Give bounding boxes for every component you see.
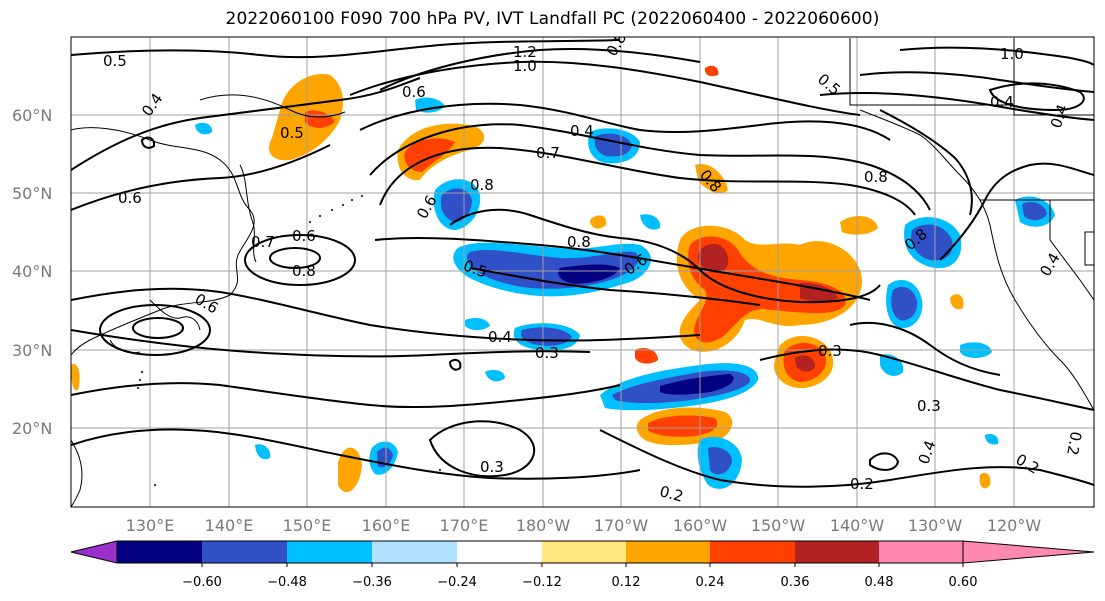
negative-anomaly-blob [1015, 196, 1055, 227]
positive-anomaly-blob [979, 472, 991, 489]
colorbar-segment [626, 541, 710, 563]
lat-tick-label: 20°N [12, 419, 52, 438]
lon-tick-label: 180°W [516, 516, 571, 535]
colorbar-segment [879, 541, 963, 563]
coastlines [71, 38, 1094, 507]
negative-anomaly-blob [513, 323, 580, 351]
colorbar-tick-label: 0.48 [865, 575, 894, 590]
contour-label: 0.3 [818, 342, 842, 360]
lon-tick-label: 170°E [440, 516, 489, 535]
colorbar-ticks [201, 563, 964, 567]
contour-label: 0.6 [402, 83, 426, 101]
island-chain [137, 195, 441, 486]
lat-tick-label: 50°N [12, 184, 52, 203]
contour-label: 1.0 [1000, 45, 1024, 63]
positive-anomaly-blob [635, 348, 658, 364]
contour-label: 0.3 [535, 344, 559, 362]
latitude-labels: 60°N 50°N 40°N 30°N 20°N [12, 106, 52, 438]
colorbar-segment [457, 541, 542, 563]
contour-label: 0.2 [658, 482, 686, 506]
colorbar-tick-label: −0.60 [182, 575, 222, 590]
colorbar-tick-label: −0.24 [437, 575, 477, 590]
contour-label: 0.3 [917, 397, 941, 415]
contour-label: 0.2 [850, 475, 874, 493]
colorbar-extend-high [962, 540, 1095, 564]
negative-anomaly-blob [453, 242, 651, 297]
positive-anomaly-blob [695, 164, 728, 194]
contour-label: 0.7 [251, 233, 275, 251]
negative-anomaly-blob [904, 217, 962, 269]
colorbar-tick-label: −0.36 [352, 575, 392, 590]
contour-label: 0.5 [280, 124, 304, 142]
positive-anomaly-blob [676, 225, 862, 352]
contour-label: 0.5 [103, 52, 127, 70]
colorbar-segment [795, 541, 879, 563]
colorbar-segment [287, 541, 372, 563]
colorbar-segment [202, 541, 287, 563]
lon-tick-label: 160°W [673, 516, 728, 535]
positive-anomaly-blob [840, 216, 878, 235]
negative-anomaly-blob [697, 436, 742, 489]
lon-tick-label: 130°W [908, 516, 963, 535]
colorbar-tick-label: 0.24 [696, 575, 725, 590]
colorbar-segment [542, 541, 626, 563]
negative-anomaly-blob [465, 318, 490, 331]
lon-tick-label: 150°W [751, 516, 806, 535]
lat-tick-label: 40°N [12, 262, 52, 281]
contour-label: 0.6 [118, 189, 142, 207]
colorbar-tick-label: −0.12 [522, 575, 562, 590]
gridlines [71, 37, 1094, 507]
lon-tick-label: 170°W [594, 516, 649, 535]
negative-anomaly-blob [600, 363, 759, 411]
contour-label: 0.6 [292, 227, 316, 245]
negative-anomaly-blob [886, 280, 923, 329]
contour-label: 0.8 [292, 262, 316, 280]
lat-tick-label: 60°N [12, 106, 52, 125]
contour-label: 0.4 [570, 122, 594, 140]
contour-label: 0.4 [488, 328, 512, 346]
negative-anomaly-blob [985, 434, 999, 445]
positive-anomaly-blob [704, 65, 719, 77]
negative-anomaly-blob [640, 214, 661, 230]
contour-label: 0.8 [864, 168, 888, 186]
negative-anomaly-blob [485, 370, 505, 382]
negative-anomaly-blob [195, 122, 213, 135]
colorbar-outline [116, 540, 964, 564]
lon-tick-label: 120°W [987, 516, 1042, 535]
contour-label: 0.8 [567, 233, 591, 251]
colorbar-tick-label: 0.12 [612, 575, 641, 590]
pv-contours [71, 39, 1094, 488]
positive-anomaly-blob [590, 215, 607, 229]
colorbar-tick-label: −0.48 [267, 575, 307, 590]
colorbar-segment [117, 541, 202, 563]
lon-tick-label: 140°E [205, 516, 254, 535]
positive-anomaly-blob [71, 364, 80, 391]
colorbar-tick-label: 0.36 [781, 575, 810, 590]
contour-label: 0.4 [990, 93, 1014, 111]
contour-label: 0.8 [470, 176, 494, 194]
contour-label: 0.7 [536, 144, 560, 162]
plot-title: 2022060100 F090 700 hPa PV, IVT Landfall… [225, 9, 880, 29]
contour-label: 0.3 [480, 458, 504, 476]
contour-label: 0.2 [1063, 430, 1085, 457]
lon-tick-label: 160°E [362, 516, 411, 535]
negative-anomaly-blob [255, 444, 271, 460]
lon-tick-label: 140°W [830, 516, 885, 535]
contour-label: 1.2 [513, 43, 537, 61]
contour-label: 1.0 [513, 57, 537, 75]
positive-anomaly-blob [950, 294, 964, 310]
colorbar: −0.60 −0.48 −0.36 −0.24 −0.12 0.12 0.24 … [70, 540, 1095, 590]
lon-tick-label: 130°E [126, 516, 175, 535]
map-frame [70, 36, 1095, 508]
longitude-labels: 130°E 140°E 150°E 160°E 170°E 180°W 170°… [126, 516, 1042, 535]
colorbar-extend-low [70, 540, 118, 564]
colorbar-tick-label: 0.60 [949, 575, 978, 590]
colorbar-segment [710, 541, 795, 563]
lat-tick-label: 30°N [12, 341, 52, 360]
colorbar-segment [372, 541, 457, 563]
lon-tick-label: 150°E [283, 516, 332, 535]
